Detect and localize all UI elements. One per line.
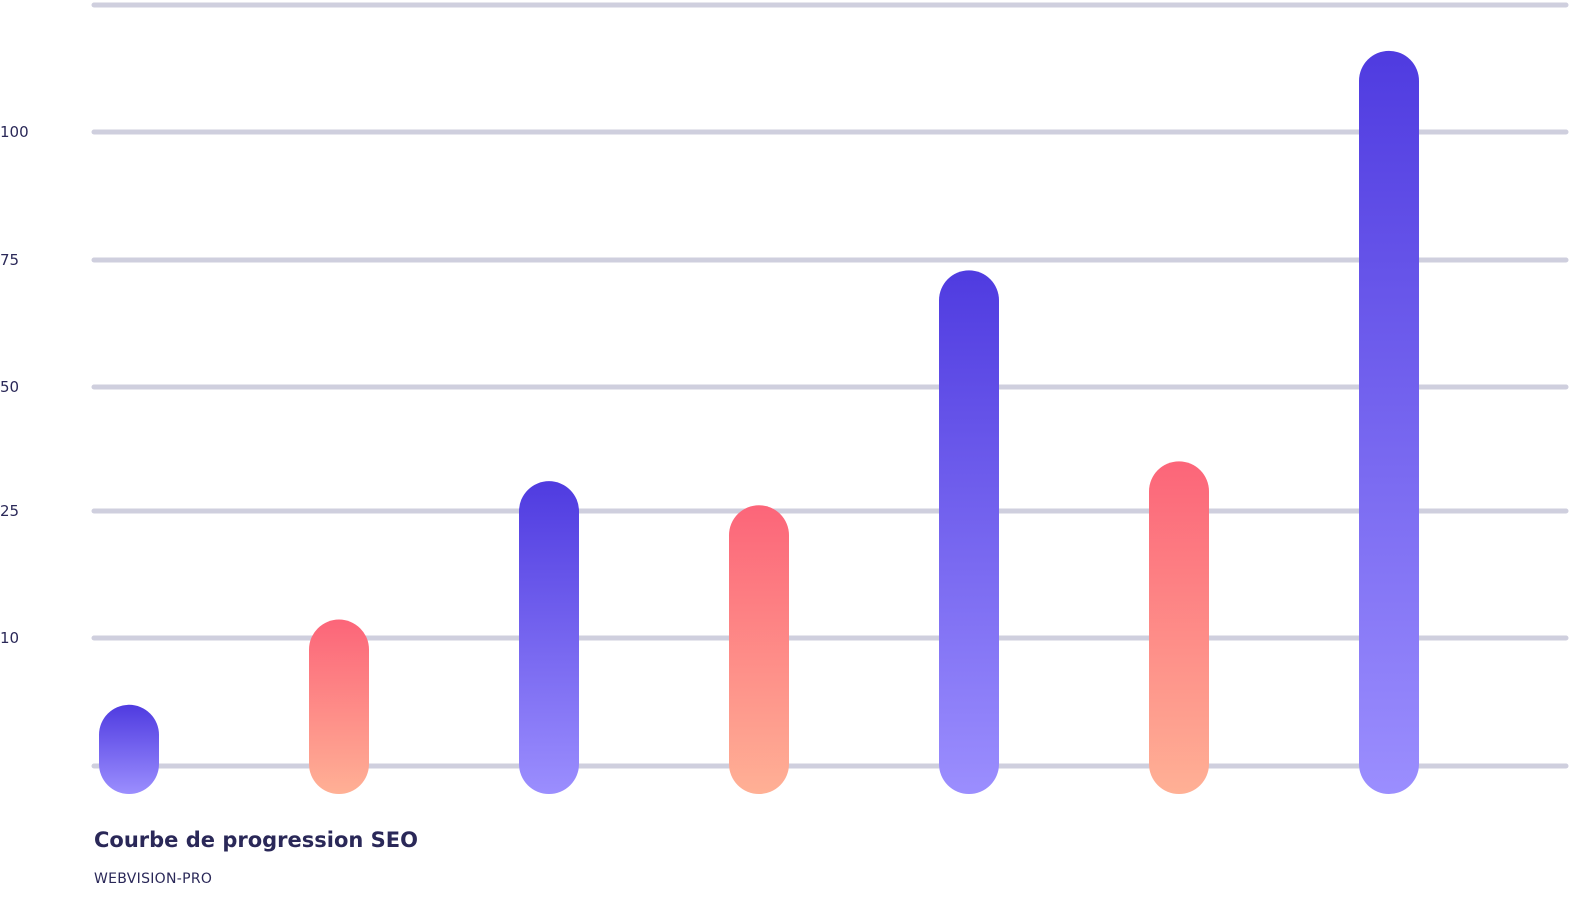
y-tick-label: 50: [0, 378, 19, 396]
y-tick-label: 10: [0, 629, 19, 647]
y-tick-label: 75: [0, 251, 19, 269]
bar-2: [309, 619, 369, 794]
chart-subtitle: WEBVISION-PRO: [94, 871, 213, 887]
bars: [99, 50, 1419, 794]
bar-1: [99, 704, 159, 794]
bar-3: [519, 481, 579, 794]
bar-4: [729, 505, 789, 794]
bar-5: [939, 270, 999, 794]
y-axis-tick-labels: 10 25 50 75 100: [0, 123, 29, 647]
y-tick-label: 100: [0, 123, 29, 141]
chart-title: Courbe de progression SEO: [94, 828, 418, 852]
bar-6: [1149, 461, 1209, 794]
y-tick-label: 25: [0, 502, 19, 520]
bar-7: [1359, 50, 1419, 794]
